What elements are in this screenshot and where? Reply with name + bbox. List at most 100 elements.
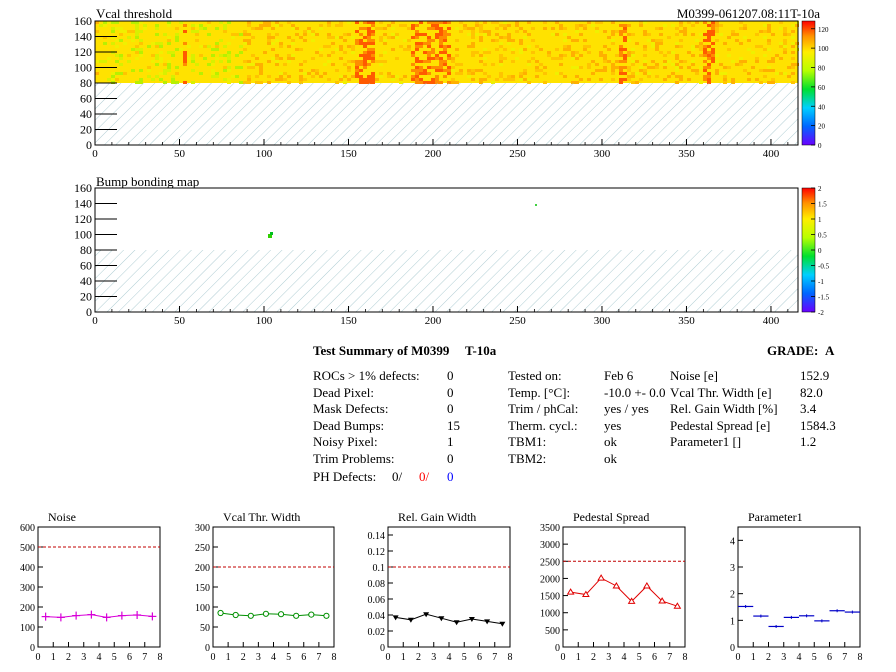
pixel-cell [619, 72, 623, 75]
pixel-cell [483, 30, 487, 33]
data-point [392, 615, 399, 621]
tick-label: 150 [195, 583, 210, 594]
pixel-cell [303, 30, 307, 33]
pixel-cell [651, 60, 655, 63]
pixel-cell [595, 63, 599, 66]
pixel-cell [431, 27, 435, 30]
pixel-cell [619, 33, 623, 36]
pixel-cell [439, 51, 443, 54]
pixel-cell [659, 42, 663, 45]
pixel-cell [339, 45, 343, 48]
parameter-value: 3.4 [800, 401, 817, 416]
defect-label: Dead Bumps: [313, 417, 385, 433]
pixel-cell [199, 72, 203, 75]
pixel-cell [455, 54, 459, 57]
pixel-cell [383, 33, 387, 36]
condition-label: Temp. [°C]: [508, 384, 571, 400]
pixel-cell [519, 78, 523, 81]
pixel-cell [275, 57, 279, 60]
parameter-value: 82.0 [800, 384, 823, 400]
tick-label: 40 [80, 107, 92, 121]
pixel-cell [379, 39, 383, 42]
pixel-cell [619, 78, 623, 81]
pixel-cell [447, 33, 451, 36]
pixel-cell [519, 48, 523, 51]
pixel-cell [175, 33, 179, 36]
pixel-cell [139, 39, 143, 42]
pixel-cell [691, 45, 695, 48]
pixel-cell [115, 78, 119, 81]
pixel-cell [195, 39, 199, 42]
pixel-cell [451, 81, 455, 84]
pixel-cell [111, 78, 115, 81]
tick-label: 200 [195, 563, 210, 574]
pixel-cell [291, 42, 295, 45]
pixel-cell [663, 60, 667, 63]
pixel-cell [467, 75, 471, 78]
pixel-cell [623, 39, 627, 42]
pixel-cell [135, 27, 139, 30]
tick-label: 100 [256, 148, 273, 160]
pixel-cell [295, 33, 299, 36]
pixel-cell [427, 66, 431, 69]
pixel-cell [547, 51, 551, 54]
pixel-cell [691, 63, 695, 66]
pixel-cell [371, 60, 375, 63]
bump-hit [268, 234, 272, 238]
pixel-cell [731, 60, 735, 63]
pixel-cell [507, 75, 511, 78]
pixel-cell [283, 78, 287, 81]
pixel-cell [675, 57, 679, 60]
pixel-cell [335, 36, 339, 39]
pixel-cell [499, 42, 503, 45]
pixel-cell [631, 75, 635, 78]
pixel-cell [631, 51, 635, 54]
pixel-cell [423, 33, 427, 36]
condition-value: yes / yes [604, 401, 649, 416]
pixel-cell [423, 60, 427, 63]
pixel-cell [575, 57, 579, 60]
pixel-cell [327, 36, 331, 39]
pixel-cell [783, 45, 787, 48]
pixel-cell [111, 75, 115, 78]
pixel-cell [231, 33, 235, 36]
pixel-cell [779, 21, 783, 24]
pixel-cell [471, 30, 475, 33]
pixel-cell [247, 21, 251, 24]
pixel-cell [123, 42, 127, 45]
pixel-cell [447, 21, 451, 24]
pixel-cell [659, 33, 663, 36]
pixel-cell [359, 39, 363, 42]
pixel-cell [359, 81, 363, 84]
pixel-cell [787, 66, 791, 69]
tick-label: 350 [678, 148, 695, 160]
pixel-cell [367, 33, 371, 36]
pixel-cell [663, 78, 667, 81]
tick-label: 0.04 [368, 611, 386, 622]
pixel-cell [163, 69, 167, 72]
pixel-cell [531, 51, 535, 54]
pixel-cell [343, 75, 347, 78]
pixel-cell [559, 24, 563, 27]
pixel-cell [159, 42, 163, 45]
pixel-cell [495, 33, 499, 36]
pixel-cell [767, 69, 771, 72]
pixel-cell [483, 33, 487, 36]
pixel-cell [327, 60, 331, 63]
pixel-cell [527, 60, 531, 63]
pixel-cell [167, 36, 171, 39]
pixel-cell [795, 63, 799, 66]
pixel-cell [275, 33, 279, 36]
pixel-cell [267, 81, 271, 84]
pixel-cell [315, 33, 319, 36]
pixel-cell [791, 42, 795, 45]
pixel-cell [395, 33, 399, 36]
tick-label: 1 [51, 652, 56, 663]
data-point [407, 617, 414, 623]
tick-label: 150 [340, 148, 357, 160]
pixel-cell [115, 45, 119, 48]
pixel-cell [719, 24, 723, 27]
pixel-cell [531, 39, 535, 42]
tick-label: 20 [80, 123, 92, 137]
pixel-cell [419, 81, 423, 84]
